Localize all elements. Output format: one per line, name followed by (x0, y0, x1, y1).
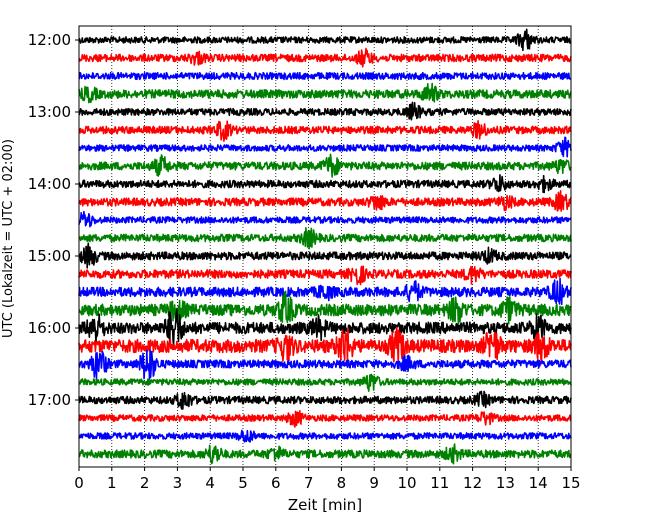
y-tick-label: 17:00 (28, 391, 71, 409)
trace-line (78, 373, 572, 392)
y-tick-label: 13:00 (28, 103, 71, 121)
x-tick-label: 3 (173, 474, 183, 492)
x-axis-label: Zeit [min] (288, 496, 362, 514)
trace-line (78, 153, 572, 178)
trace-line (78, 82, 572, 104)
x-tick-label: 15 (561, 474, 580, 492)
trace-line (78, 409, 572, 428)
x-tick-label: 4 (205, 474, 215, 492)
y-axis: 12:00 13:00 14:00 15:00 16:00 17:00 (28, 31, 79, 409)
trace-line (78, 174, 572, 194)
x-tick-label: 2 (140, 474, 150, 492)
trace-line (78, 265, 572, 286)
x-tick-label: 14 (529, 474, 548, 492)
y-tick-label: 12:00 (28, 31, 71, 49)
x-tick-label: 1 (107, 474, 117, 492)
trace-line (78, 242, 572, 269)
trace-line (78, 429, 572, 443)
x-tick-label: 9 (369, 474, 379, 492)
trace-line (78, 277, 572, 306)
trace-line (78, 47, 572, 68)
y-tick-label: 15:00 (28, 247, 71, 265)
trace-line (78, 349, 572, 381)
x-tick-label: 10 (397, 474, 416, 492)
trace-line (78, 443, 572, 465)
trace-line (78, 290, 572, 325)
trace-line (78, 190, 572, 212)
x-tick-label: 13 (496, 474, 515, 492)
plot-frame (78, 25, 572, 468)
x-tick-label: 8 (337, 474, 347, 492)
trace-line (78, 136, 572, 158)
y-tick-label: 14:00 (28, 175, 71, 193)
y-tick-label: 16:00 (28, 319, 71, 337)
trace-line (78, 390, 572, 410)
x-tick-label: 7 (304, 474, 314, 492)
trace-line (78, 71, 572, 81)
trace-line (78, 227, 572, 250)
x-tick-label: 11 (430, 474, 449, 492)
x-tick-label: 12 (463, 474, 482, 492)
trace-line (78, 210, 572, 228)
x-tick-label: 5 (238, 474, 248, 492)
trace-line (78, 119, 572, 142)
x-tick-label: 0 (74, 474, 84, 492)
trace-line (78, 326, 572, 367)
x-axis: 0 1 2 3 4 5 6 7 8 9 10 11 12 13 14 15 (74, 467, 581, 492)
traces (78, 28, 572, 465)
trace-line (78, 28, 572, 52)
trace-line (78, 101, 572, 121)
x-tick-label: 6 (271, 474, 281, 492)
y-axis-label: UTC (Lokalzeit = UTC + 02:00) (1, 139, 16, 338)
trace-line (78, 308, 572, 347)
